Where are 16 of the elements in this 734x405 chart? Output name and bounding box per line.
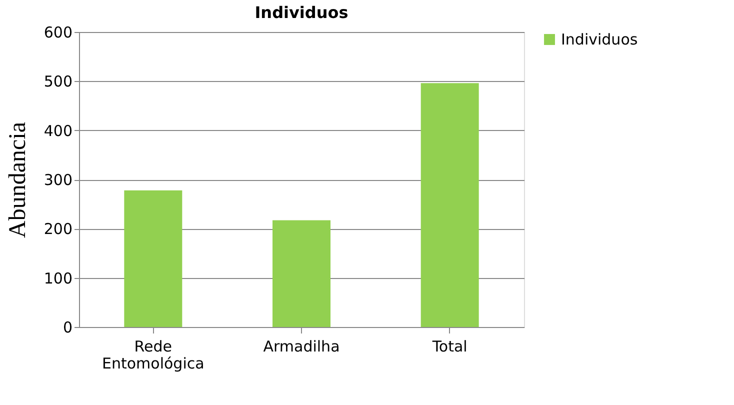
y-axis-title: Abundancia xyxy=(4,122,31,238)
x-tick-label: Rede Entomológica xyxy=(102,338,204,372)
y-tick-label: 400 xyxy=(44,122,72,140)
bar xyxy=(272,220,330,327)
x-tick-label: Armadilha xyxy=(263,338,340,356)
y-tick-label: 300 xyxy=(44,171,72,189)
y-tick-label: 500 xyxy=(44,72,72,91)
bar xyxy=(420,83,479,327)
chart-title: Individuos xyxy=(254,3,348,22)
y-tick-label: 0 xyxy=(62,318,72,336)
bar xyxy=(124,190,182,327)
y-tick-label: 200 xyxy=(44,220,72,238)
y-tick-label: 100 xyxy=(44,269,72,288)
legend-label: Individuos xyxy=(561,30,638,48)
y-tick-label: 600 xyxy=(44,24,72,42)
x-tick-label: Total xyxy=(431,338,468,356)
